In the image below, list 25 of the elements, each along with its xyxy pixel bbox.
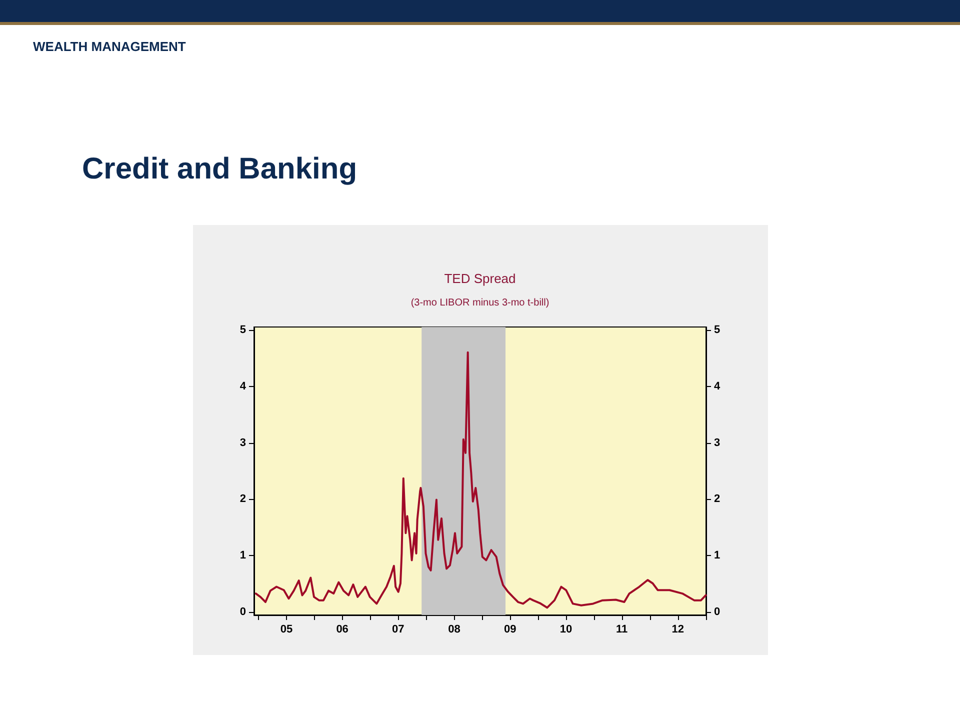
x-tick-label: 11 <box>616 624 628 636</box>
y2-tick-label: 4 <box>714 380 721 392</box>
y2-tick-label: 3 <box>714 436 720 449</box>
x-tick-label: 09 <box>504 624 516 636</box>
y-tick-label: 1 <box>240 550 246 562</box>
y2-tick-label: 0 <box>714 606 720 618</box>
y2-tick-label: 5 <box>714 324 720 336</box>
y2-tick-label: 1 <box>714 550 720 562</box>
y2-tick-label: 2 <box>714 493 720 506</box>
x-tick-label: 12 <box>672 624 684 636</box>
y-tick-label: 4 <box>240 380 247 392</box>
x-tick-label: 08 <box>448 624 460 636</box>
x-tick-label: 10 <box>560 624 572 636</box>
x-tick-label: 07 <box>392 624 404 636</box>
x-tick-label: 06 <box>336 624 348 636</box>
line-series <box>254 351 707 609</box>
y-tick-label: 3 <box>240 436 246 449</box>
text: Credit and Banking <box>82 152 358 186</box>
text: WEALTH MANAGEMENT <box>33 39 186 54</box>
x-tick-label: 05 <box>280 624 293 636</box>
chart-title: TED Spread <box>444 271 516 286</box>
chart-subtitle: (3-mo LIBOR minus 3-mo t-bill) <box>410 298 550 308</box>
y-tick-label: 0 <box>240 606 246 618</box>
y-tick-label: 5 <box>240 324 246 336</box>
y-tick-label: 2 <box>240 493 246 506</box>
